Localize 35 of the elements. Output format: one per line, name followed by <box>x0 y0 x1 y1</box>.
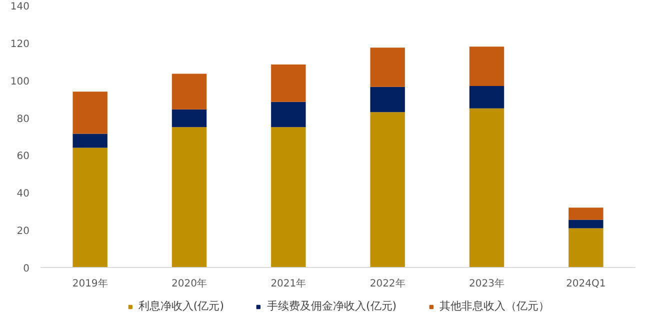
bar <box>370 86 405 112</box>
y-tick-label: 100 <box>10 76 30 88</box>
bar <box>568 228 604 268</box>
x-tick-label: 2024Q1 <box>566 278 606 290</box>
bar <box>172 109 207 128</box>
bar <box>271 102 306 128</box>
bar <box>469 46 504 86</box>
y-tick-label: 0 <box>23 264 30 274</box>
x-tick-label: 2021年 <box>270 278 306 290</box>
bar <box>370 48 405 87</box>
y-tick-label: 20 <box>16 226 30 238</box>
bar <box>469 86 504 108</box>
bar <box>172 74 207 110</box>
legend-label: 手续费及佣金净收入(亿元) <box>267 298 397 314</box>
y-tick-label: 60 <box>16 151 30 162</box>
bar <box>72 92 108 134</box>
bar <box>172 127 207 268</box>
bar <box>72 148 108 268</box>
x-tick-label: 2022年 <box>370 278 406 290</box>
y-tick-label: 140 <box>10 2 30 12</box>
bar <box>469 108 504 268</box>
bar <box>271 127 306 268</box>
legend-label: 利息净收入(亿元) <box>138 298 224 314</box>
y-tick-label: 120 <box>10 38 30 50</box>
y-tick-label: 80 <box>16 114 30 125</box>
x-tick-label: 2019年 <box>72 278 108 290</box>
bar <box>370 112 405 268</box>
bar <box>568 208 604 220</box>
bar <box>568 220 604 228</box>
bar <box>271 64 306 102</box>
x-tick-label: 2020年 <box>172 278 207 290</box>
legend-label: 其他非息收入（亿元） <box>440 298 550 314</box>
bar <box>72 134 108 148</box>
x-tick-label: 2023年 <box>469 278 504 290</box>
y-tick-label: 40 <box>16 188 30 200</box>
